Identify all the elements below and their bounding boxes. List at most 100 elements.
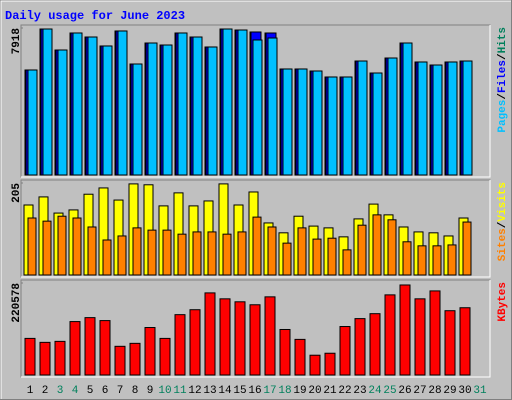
bar <box>372 214 382 276</box>
x-tick-label: 3 <box>57 385 64 397</box>
bar <box>459 307 471 376</box>
bar <box>69 321 81 376</box>
bar <box>414 298 426 376</box>
bar <box>102 45 113 176</box>
bar <box>372 72 383 176</box>
bar <box>429 290 441 376</box>
legend-entry: Visits <box>497 182 509 222</box>
bar <box>87 36 98 176</box>
x-tick-label: 13 <box>203 385 216 397</box>
bar <box>267 226 277 276</box>
bar <box>144 327 156 376</box>
bar <box>267 37 278 176</box>
bar <box>417 245 427 276</box>
bar <box>42 28 53 176</box>
bar <box>357 224 367 276</box>
x-tick-label: 8 <box>132 385 139 397</box>
x-tick-label: 30 <box>458 385 471 397</box>
panel-bevel <box>21 280 491 378</box>
bar <box>354 318 366 376</box>
x-tick-label: 24 <box>368 385 382 397</box>
x-tick-label: 2 <box>42 385 49 397</box>
bar <box>369 313 381 376</box>
bar <box>117 30 128 176</box>
bar <box>204 292 216 376</box>
x-tick-label: 23 <box>353 385 366 397</box>
bar <box>339 326 351 376</box>
bar <box>162 229 172 276</box>
bar <box>177 233 187 276</box>
bar <box>447 61 458 176</box>
bar <box>312 70 323 176</box>
bar <box>342 249 352 276</box>
bar <box>39 341 51 376</box>
bar <box>324 352 336 376</box>
x-tick-label: 14 <box>218 385 232 397</box>
x-tick-label: 1 <box>27 385 34 397</box>
bar <box>159 337 171 376</box>
bar <box>447 244 457 276</box>
x-tick-label: 4 <box>72 385 79 397</box>
legend-entry: KBytes <box>497 282 509 322</box>
bar <box>387 57 398 176</box>
bar <box>222 233 232 276</box>
legend-separator: / <box>497 53 509 60</box>
bar <box>129 342 141 376</box>
bar <box>384 294 396 376</box>
bar <box>462 60 473 176</box>
bar <box>402 241 412 276</box>
x-tick-label: 27 <box>413 385 426 397</box>
bar <box>282 242 292 276</box>
legend: KBytes <box>497 282 509 322</box>
x-tick-label: 25 <box>383 385 396 397</box>
bar <box>99 320 111 376</box>
legend-entry: Hits <box>497 27 509 53</box>
bar <box>312 238 322 276</box>
x-tick-label: 12 <box>188 385 201 397</box>
legend-separator: / <box>497 221 509 228</box>
x-tick-label: 26 <box>398 385 411 397</box>
bar <box>72 217 82 276</box>
bar <box>132 227 142 276</box>
bar <box>114 345 126 376</box>
y-tick-label: 205 <box>11 183 23 203</box>
panel-bevel <box>21 25 491 178</box>
bar <box>309 354 321 376</box>
bar <box>57 215 67 276</box>
bar <box>282 68 293 176</box>
bar <box>297 227 307 276</box>
bar <box>54 340 66 376</box>
bar <box>219 298 231 376</box>
bar <box>399 284 411 376</box>
bar <box>264 296 276 376</box>
bar <box>462 221 472 276</box>
bar <box>237 29 248 176</box>
bar <box>249 304 261 376</box>
bar <box>192 231 202 276</box>
legend: Sites/Visits <box>497 182 509 261</box>
bar <box>234 301 246 376</box>
bar <box>27 69 38 176</box>
bar <box>102 239 112 276</box>
bar <box>417 61 428 176</box>
x-tick-label: 18 <box>278 385 291 397</box>
bar <box>237 231 247 276</box>
bar <box>432 245 442 276</box>
bar <box>72 32 83 176</box>
x-tick-label: 28 <box>428 385 441 397</box>
bar <box>432 64 443 176</box>
legend-separator: / <box>497 93 509 100</box>
legend-entry: Files <box>497 60 509 93</box>
bar <box>342 76 353 176</box>
x-tick-label: 31 <box>473 385 487 397</box>
legend-entry: Pages <box>497 100 509 133</box>
bar <box>174 314 186 376</box>
bar <box>117 235 127 276</box>
bar <box>87 226 97 276</box>
bar <box>357 60 368 176</box>
bar <box>252 216 262 276</box>
x-tick-label: 20 <box>308 385 321 397</box>
